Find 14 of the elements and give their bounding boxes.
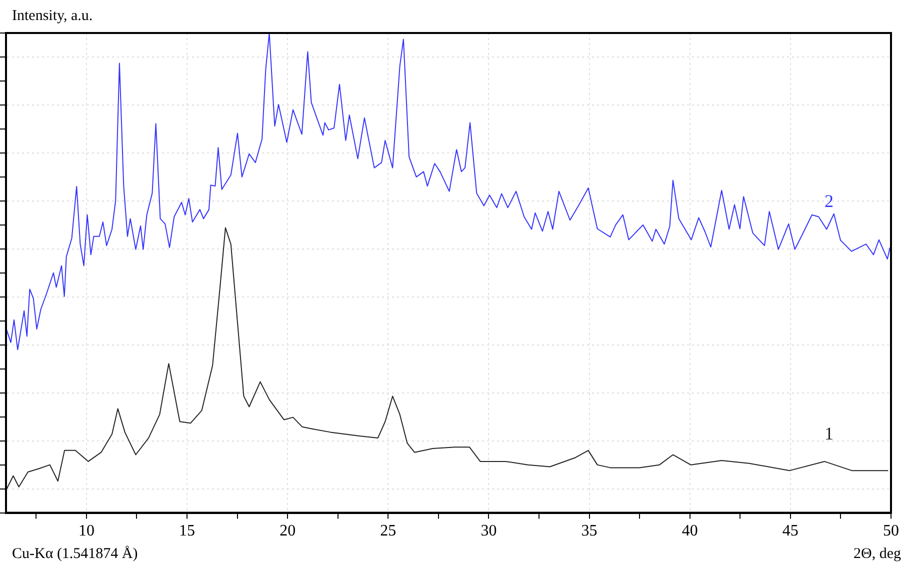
series-label: 1 (824, 423, 834, 444)
x-tick-label: 40 (682, 522, 698, 540)
y-axis-title: Intensity, a.u. (12, 8, 93, 25)
x-tick-label: 45 (782, 522, 798, 540)
x-axis-title: 2Θ, deg (854, 546, 901, 563)
x-tick-label: 10 (78, 522, 94, 540)
text: Cu-Kα (1.541874 Å) (12, 546, 138, 563)
x-tick-label: 50 (883, 522, 899, 540)
x-tick-label: 15 (179, 522, 196, 540)
x-tick-label: 20 (280, 522, 296, 540)
series-label: 2 (824, 191, 834, 212)
x-tick-label: 35 (581, 522, 598, 540)
x-tick-label: 30 (480, 522, 497, 540)
x-tick-label: 25 (380, 522, 396, 540)
